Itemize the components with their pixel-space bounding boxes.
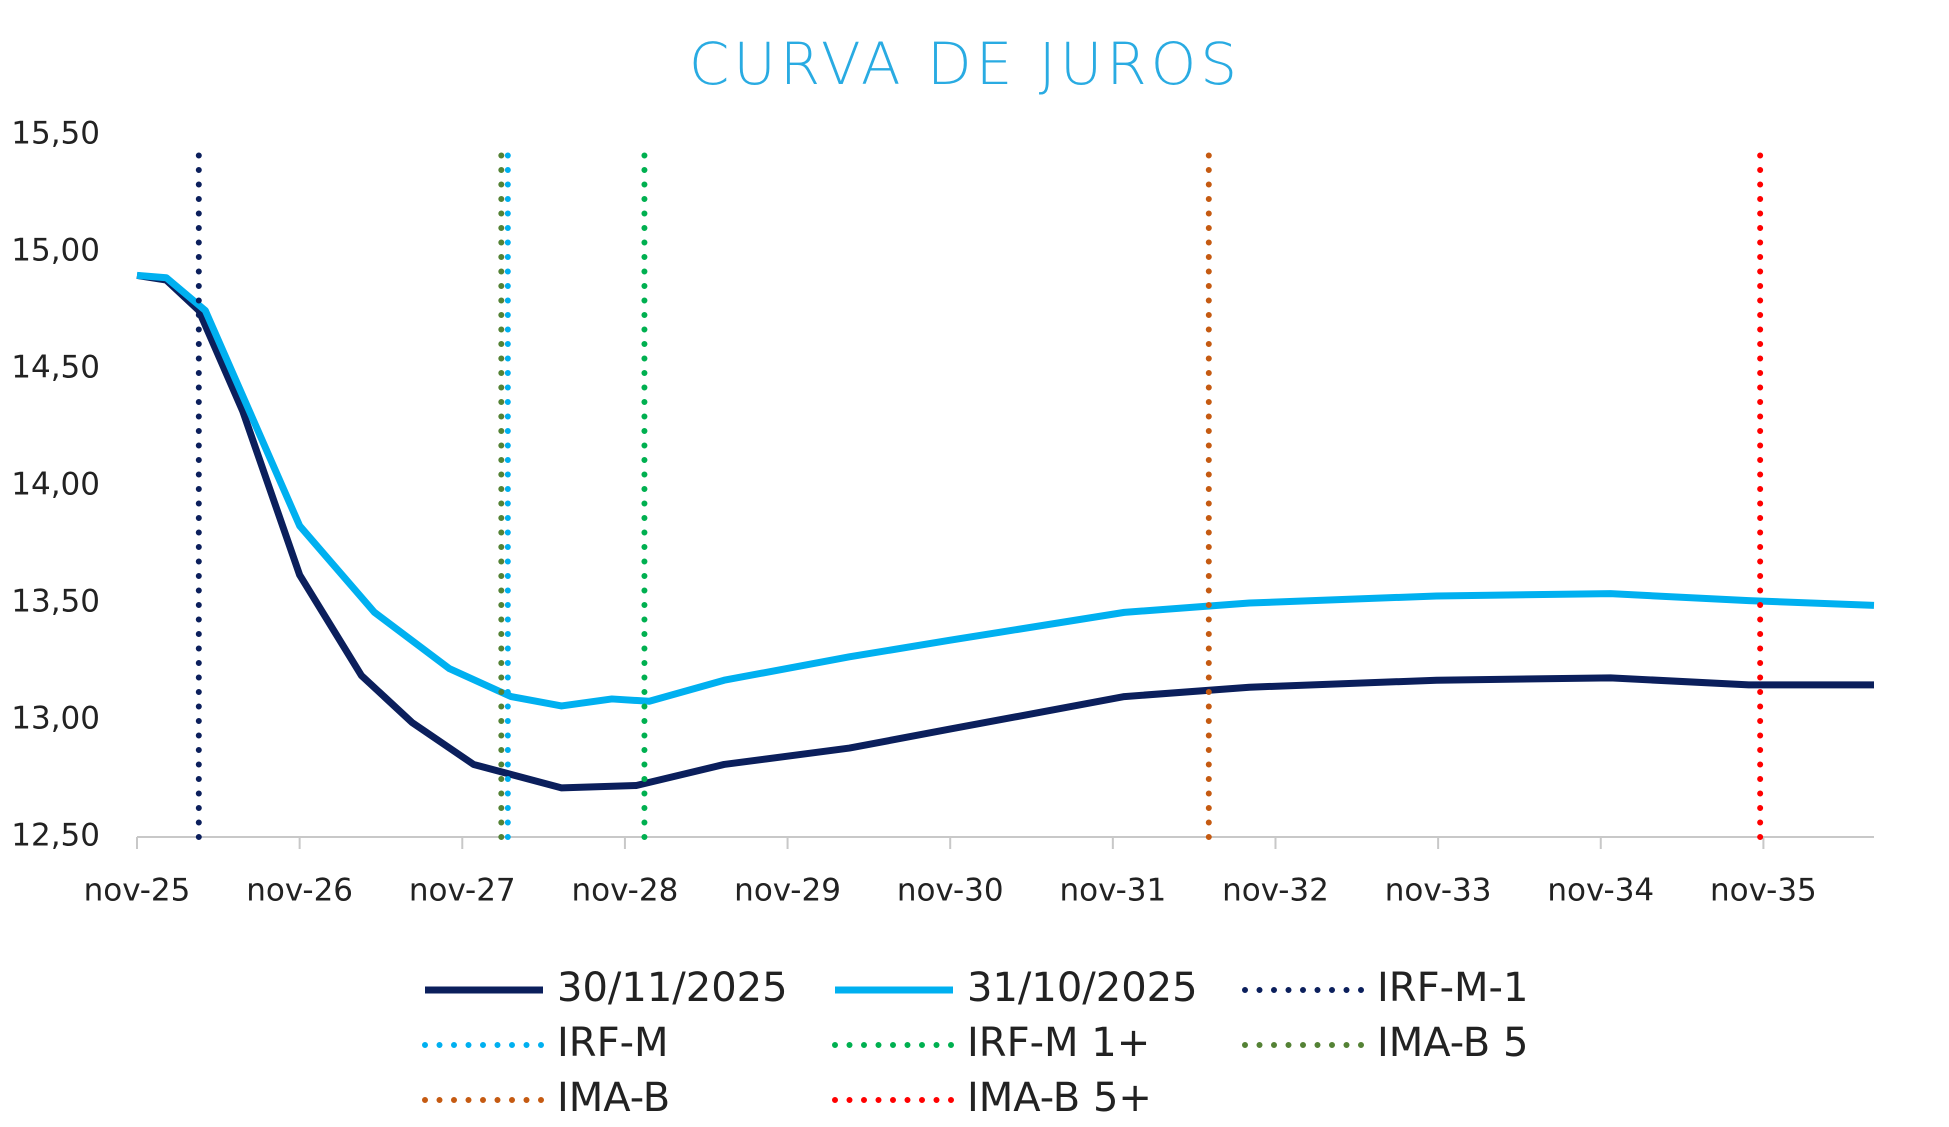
x-tick-label: nov-34 xyxy=(1547,873,1654,909)
y-tick-label: 12,50 xyxy=(11,818,100,854)
x-tick-label: nov-26 xyxy=(246,873,353,909)
x-tick-label: nov-28 xyxy=(572,873,679,909)
x-tick-label: nov-27 xyxy=(409,873,516,909)
legend-label: IRF-M-1 xyxy=(1377,965,1528,1011)
legend-label: 30/11/2025 xyxy=(557,965,788,1011)
x-tick-label: nov-32 xyxy=(1222,873,1329,909)
y-tick-label: 15,00 xyxy=(11,233,100,269)
legend-label: IMA-B xyxy=(557,1075,670,1121)
y-tick-label: 13,50 xyxy=(11,584,100,620)
legend-label: IRF-M 1+ xyxy=(967,1020,1150,1066)
chart-title: CURVA DE JUROS xyxy=(689,30,1241,98)
legend-label: IMA-B 5 xyxy=(1377,1020,1528,1066)
y-tick-label: 14,00 xyxy=(11,467,100,503)
legend-label: IRF-M xyxy=(557,1020,669,1066)
y-tick-label: 14,50 xyxy=(11,350,100,386)
x-tick-label: nov-35 xyxy=(1710,873,1817,909)
y-tick-label: 15,50 xyxy=(11,116,100,152)
x-tick-label: nov-30 xyxy=(897,873,1004,909)
x-tick-label: nov-25 xyxy=(84,873,191,909)
legend-label: 31/10/2025 xyxy=(967,965,1198,1011)
y-tick-label: 13,00 xyxy=(11,701,100,737)
x-tick-label: nov-29 xyxy=(734,873,841,909)
x-tick-label: nov-33 xyxy=(1385,873,1492,909)
curve-line xyxy=(136,271,1875,710)
x-tick-label: nov-31 xyxy=(1059,873,1166,909)
legend-label: IMA-B 5+ xyxy=(967,1075,1152,1121)
curve-line xyxy=(136,271,1874,792)
